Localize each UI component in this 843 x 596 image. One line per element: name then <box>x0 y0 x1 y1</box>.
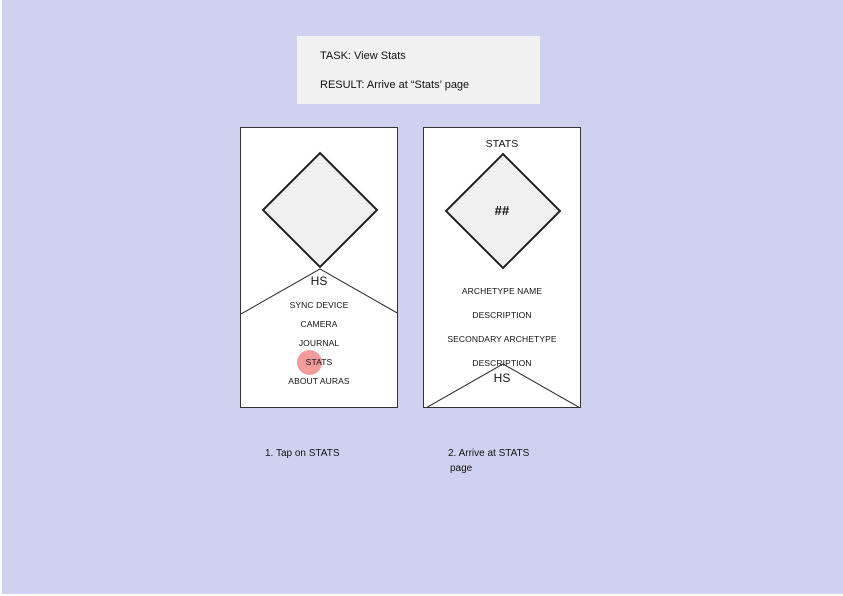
step-2-caption-continued: page <box>450 463 473 474</box>
diamond-label: ## <box>494 203 510 218</box>
menu-item-journal[interactable]: JOURNAL <box>298 338 340 348</box>
tap-indicator <box>297 350 322 375</box>
hs-menu-outline <box>241 268 397 315</box>
screen2-graphics <box>426 152 580 407</box>
screen1-graphics <box>241 151 397 315</box>
phone-screen-stats: STATS ## ARCHETYPE NAME DESCRIPTION SECO… <box>423 127 581 408</box>
archetype-name: ARCHETYPE NAME <box>461 286 543 296</box>
archetype-description: DESCRIPTION <box>472 310 532 320</box>
step-2-caption: 2. Arrive at STATS <box>448 448 530 459</box>
menu-item-sync-device[interactable]: SYNC DEVICE <box>289 300 349 310</box>
step-1-caption: 1. Tap on STATS <box>265 448 340 459</box>
phone-screen-menu: HS SYNC DEVICE CAMERA JOURNAL STATS ABOU… <box>240 127 398 408</box>
result-text: RESULT: Arrive at “Stats’ page <box>320 79 470 91</box>
hs-tab-label[interactable]: HS <box>493 371 511 385</box>
secondary-description: DESCRIPTION <box>472 358 532 368</box>
menu-item-about-auras[interactable]: ABOUT AURAS <box>288 376 350 386</box>
menu-item-stats[interactable]: STATS <box>305 357 333 367</box>
hs-label: HS <box>310 274 328 288</box>
diamond-shape <box>444 152 562 270</box>
page-title: STATS <box>485 138 519 150</box>
menu-item-camera[interactable]: CAMERA <box>300 319 338 329</box>
task-text: TASK: View Stats <box>320 50 406 62</box>
secondary-archetype: SECONDARY ARCHETYPE <box>447 334 557 344</box>
hs-tab-outline <box>426 363 580 407</box>
task-box: TASK: View Stats RESULT: Arrive at “Stat… <box>297 36 540 104</box>
diamond-shape <box>261 151 379 269</box>
